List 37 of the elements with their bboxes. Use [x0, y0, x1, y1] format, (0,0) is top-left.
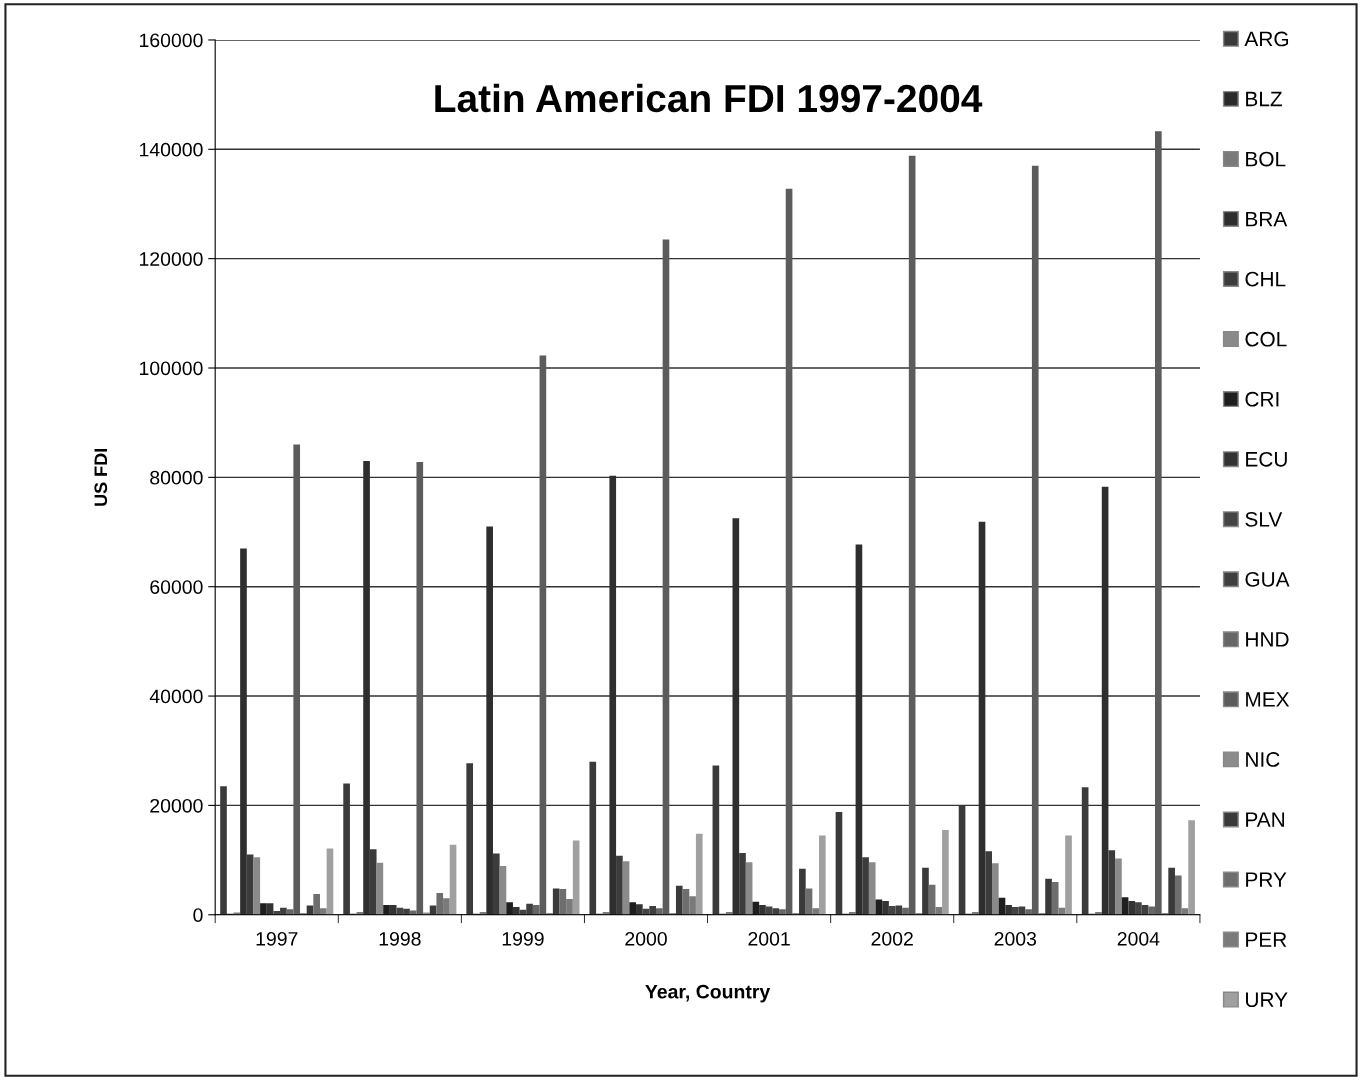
legend-label: CRI [1245, 391, 1279, 407]
x-tick-label: 2003 [994, 931, 1037, 946]
legend-label: PRY [1246, 872, 1287, 887]
x-tick-label: 1998 [379, 931, 421, 946]
y-tick-label: 140000 [140, 142, 203, 157]
legend-label: MEX [1246, 692, 1290, 707]
y-tick-label: 60000 [150, 580, 203, 594]
y-tick-label: 20000 [150, 798, 203, 813]
y-tick-label: 160000 [140, 33, 203, 48]
y-axis-title: US FDI [94, 448, 108, 506]
x-tick-label: 2004 [1117, 931, 1160, 946]
legend-label: CHL [1245, 271, 1286, 287]
x-tick-label: 1999 [502, 931, 544, 946]
x-tick-label: 2001 [748, 931, 790, 946]
legend-label: HND [1246, 632, 1289, 647]
legend-label: ARG [1244, 31, 1289, 47]
legend-label: BLZ [1246, 91, 1282, 107]
x-axis-title: Year, Country [645, 984, 771, 1003]
legend-label: URY [1246, 992, 1288, 1008]
y-tick-label: 40000 [149, 689, 203, 704]
legend-label: COL [1245, 331, 1287, 347]
x-tick-label: 1997 [256, 931, 298, 946]
legend-label: PER [1246, 932, 1287, 947]
text: Latin American FDI 1997-2004 [435, 83, 983, 113]
x-tick-label: 2000 [625, 931, 667, 946]
legend-label: GUA [1245, 571, 1290, 587]
legend-label: PAN [1246, 812, 1285, 827]
legend-label: NIC [1246, 752, 1280, 767]
y-tick-label: 80000 [150, 470, 203, 485]
y-tick-label: 120000 [140, 252, 203, 266]
legend-label: ECU [1246, 451, 1287, 467]
y-tick-label: 0 [193, 908, 203, 922]
x-tick-label: 2002 [871, 931, 913, 946]
legend-label: BOL [1246, 151, 1286, 167]
y-tick-label: 100000 [140, 361, 203, 376]
legend-label: SLV [1245, 511, 1283, 527]
legend-label: BRA [1246, 211, 1288, 227]
